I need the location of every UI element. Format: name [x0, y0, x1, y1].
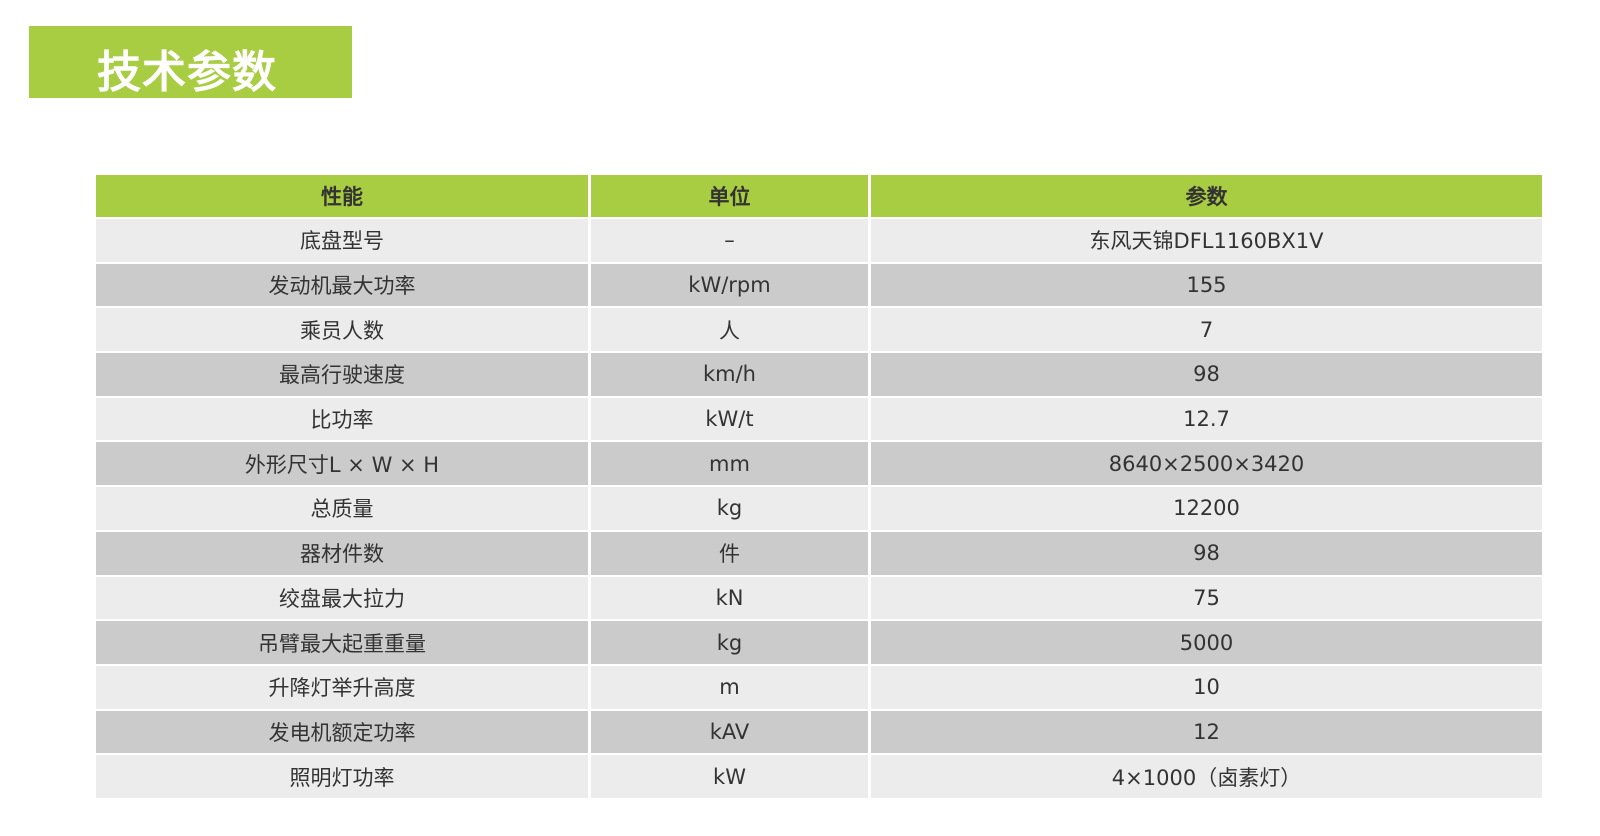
cell-unit: kg	[591, 621, 868, 664]
cell-parameter: 10	[871, 665, 1542, 709]
table-row: 总质量 kg 12200	[96, 487, 1542, 530]
cell-parameter: 东风天锦DFL1160BX1V	[871, 219, 1542, 262]
cell-performance: 外形尺寸L × W × H	[96, 442, 588, 486]
cell-parameter: 4×1000（卤素灯）	[871, 755, 1542, 798]
spec-table: 性能 单位 参数 底盘型号 – 东风天锦DFL1160BX1V 发动机最大功率 kW/r…	[93, 173, 1545, 800]
header-unit: 单位	[591, 175, 868, 217]
cell-performance: 发动机最大功率	[96, 263, 588, 307]
cell-parameter: 98	[871, 353, 1542, 396]
cell-unit: kN	[591, 576, 868, 620]
cell-parameter: 98	[871, 531, 1542, 575]
cell-parameter: 5000	[871, 621, 1542, 664]
cell-parameter: 75	[871, 576, 1542, 620]
cell-parameter: 12	[871, 710, 1542, 754]
cell-unit: m	[591, 665, 868, 709]
page-title: 技术参数	[97, 47, 277, 98]
cell-performance: 发电机额定功率	[96, 710, 588, 754]
table-row: 底盘型号 – 东风天锦DFL1160BX1V	[96, 219, 1542, 262]
cell-performance: 器材件数	[96, 531, 588, 575]
table-row: 乘员人数人 7	[96, 308, 1542, 352]
cell-performance: 升降灯举升高度	[96, 665, 588, 709]
cell-parameter: 155	[871, 263, 1542, 307]
title-banner: 技术参数	[29, 26, 352, 98]
cell-parameter: 12200	[871, 487, 1542, 530]
table-row: 吊臂最大起重重量 kg 5000	[96, 621, 1542, 664]
table-row: 绞盘最大拉力 kN 75	[96, 576, 1542, 620]
cell-performance: 绞盘最大拉力	[96, 576, 588, 620]
cell-parameter: 7	[871, 308, 1542, 352]
header-performance: 性能	[96, 175, 588, 217]
header-parameter: 参数	[871, 175, 1542, 217]
cell-unit: km/h	[591, 353, 868, 396]
table-row: 升降灯举升高度 m 10	[96, 665, 1542, 709]
cell-unit: 人	[591, 308, 868, 352]
cell-parameter: 12.7	[871, 397, 1542, 441]
cell-unit: –	[591, 219, 868, 262]
cell-parameter: 8640×2500×3420	[871, 442, 1542, 486]
cell-unit: kW/rpm	[591, 263, 868, 307]
cell-performance: 总质量	[96, 487, 588, 530]
cell-performance: 底盘型号	[96, 219, 588, 262]
cell-unit: kg	[591, 487, 868, 530]
cell-performance: 最高行驶速度	[96, 353, 588, 396]
table-row: 照明灯功率 kW 4×1000（卤素灯）	[96, 755, 1542, 798]
cell-unit: mm	[591, 442, 868, 486]
cell-performance: 吊臂最大起重重量	[96, 621, 588, 664]
cell-performance: 比功率	[96, 397, 588, 441]
table-row: 发电机额定功率 kAV 12	[96, 710, 1542, 754]
table-row: 比功率 kW/t 12.7	[96, 397, 1542, 441]
cell-performance: 乘员人数	[96, 308, 588, 352]
table-row: 最高行驶速度 km/h 98	[96, 353, 1542, 396]
cell-unit: kW	[591, 755, 868, 798]
cell-unit: kAV	[591, 710, 868, 754]
cell-performance: 照明灯功率	[96, 755, 588, 798]
cell-unit: 件	[591, 531, 868, 575]
table-header-row: 性能 单位 参数	[96, 175, 1542, 217]
cell-unit: kW/t	[591, 397, 868, 441]
table-row: 器材件数件 98	[96, 531, 1542, 575]
table-row: 发动机最大功率 kW/rpm 155	[96, 263, 1542, 307]
